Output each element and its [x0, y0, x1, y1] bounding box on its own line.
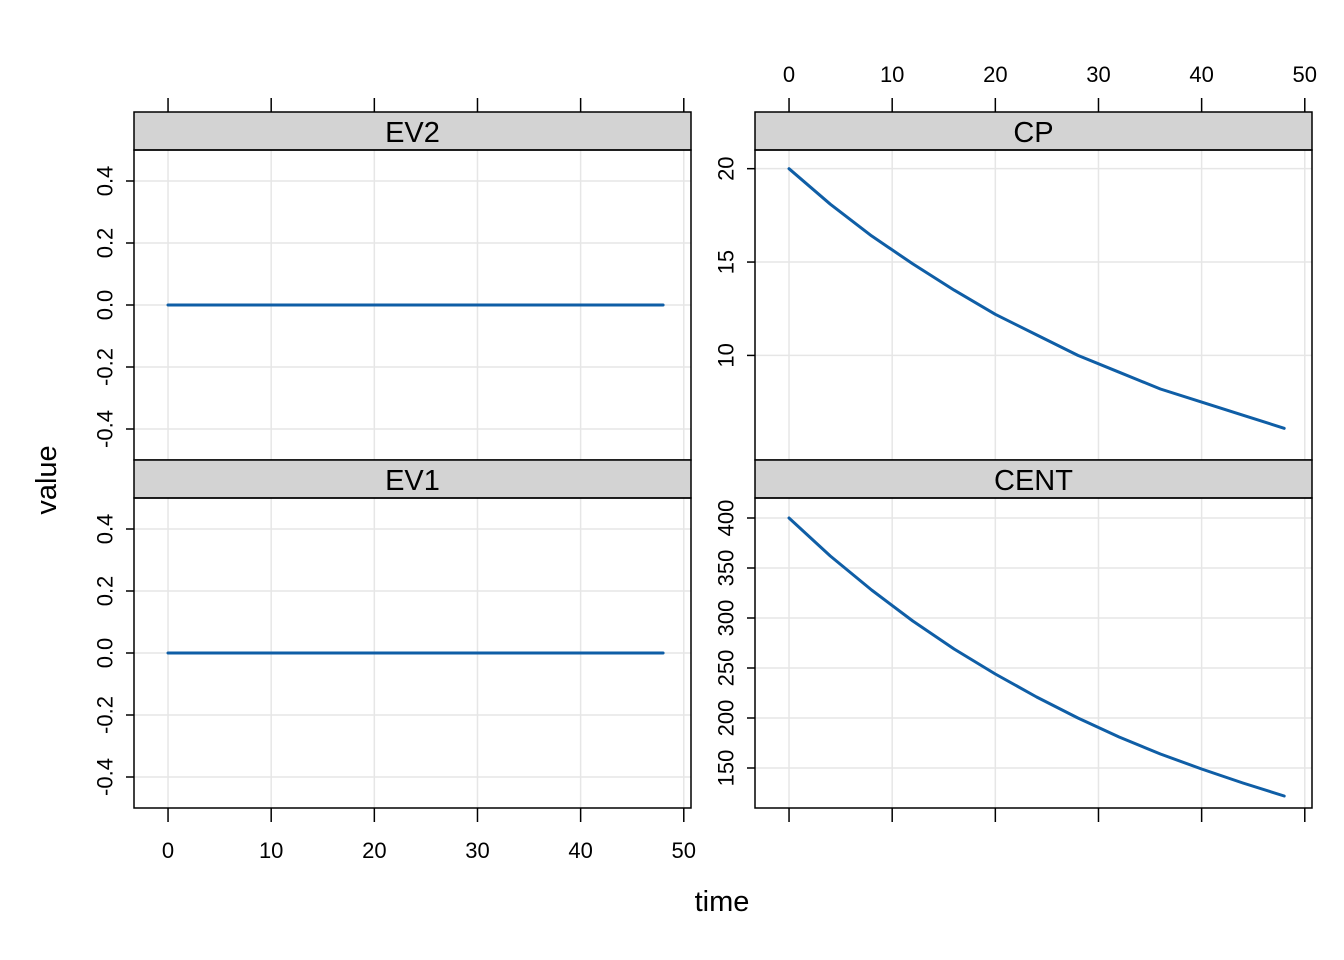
panel-border	[754, 149, 1313, 461]
y-tick-label: 0.0	[93, 290, 118, 321]
strip-background	[133, 459, 692, 499]
series-line-cp	[787, 167, 1286, 430]
y-tick-label: -0.2	[93, 696, 118, 734]
x-tick-label-top: 20	[983, 62, 1007, 87]
panel-ev2: EV2 -0.4 -0.2 0.0 0.2 0.4	[93, 98, 692, 461]
x-tick-label-bottom: 30	[465, 838, 489, 863]
y-tick-label: 300	[714, 600, 739, 637]
x-tick-label-bottom: 50	[672, 838, 696, 863]
y-tick-label: -0.4	[93, 758, 118, 796]
y-tick-label: 350	[714, 550, 739, 587]
panel-border	[754, 497, 1313, 809]
y-tick-label: 0.4	[93, 514, 118, 545]
y-tick-label: 0.0	[93, 638, 118, 669]
y-tick-label: 15	[714, 250, 739, 274]
y-axis-title: value	[31, 445, 63, 514]
y-tick-label: 250	[714, 650, 739, 687]
panel-ev1: EV1 -0.4 -0.2 0.0 0.2 0.4 0 10 20 30 40 50	[93, 459, 696, 863]
panel-cent: CENT 150 200 250 300 350 400	[714, 459, 1313, 822]
x-tick-label-top: 30	[1086, 62, 1110, 87]
y-tick-label: -0.2	[93, 348, 118, 386]
strip-label: EV1	[385, 465, 440, 497]
y-tick-label: 200	[714, 700, 739, 737]
y-tick-label: 150	[714, 750, 739, 787]
x-tick-label-top: 50	[1293, 62, 1317, 87]
y-tick-label: 0.2	[93, 228, 118, 259]
strip-label: EV2	[385, 117, 440, 149]
y-tick-label: 0.4	[93, 166, 118, 197]
x-tick-label-bottom: 10	[259, 838, 283, 863]
x-tick-label-bottom: 40	[568, 838, 592, 863]
strip-background	[133, 111, 692, 151]
x-tick-label-top: 0	[783, 62, 795, 87]
y-tick-label: 10	[714, 343, 739, 367]
series-line-cent	[787, 516, 1286, 798]
x-tick-label-top: 40	[1189, 62, 1213, 87]
strip-label: CENT	[994, 465, 1073, 497]
strip-label: CP	[1013, 117, 1053, 149]
x-tick-label-top: 10	[880, 62, 904, 87]
y-tick-label: 400	[714, 500, 739, 537]
x-tick-label-bottom: 0	[162, 838, 174, 863]
strip-background	[754, 111, 1313, 151]
panel-cp: CP 10 15 20 0 10 20 30 40 50	[714, 62, 1317, 461]
x-axis-title: time	[695, 886, 750, 918]
y-tick-label: -0.4	[93, 410, 118, 448]
strip-background	[754, 459, 1313, 499]
y-tick-label: 0.2	[93, 576, 118, 607]
y-tick-label: 20	[714, 156, 739, 180]
x-tick-label-bottom: 20	[362, 838, 386, 863]
